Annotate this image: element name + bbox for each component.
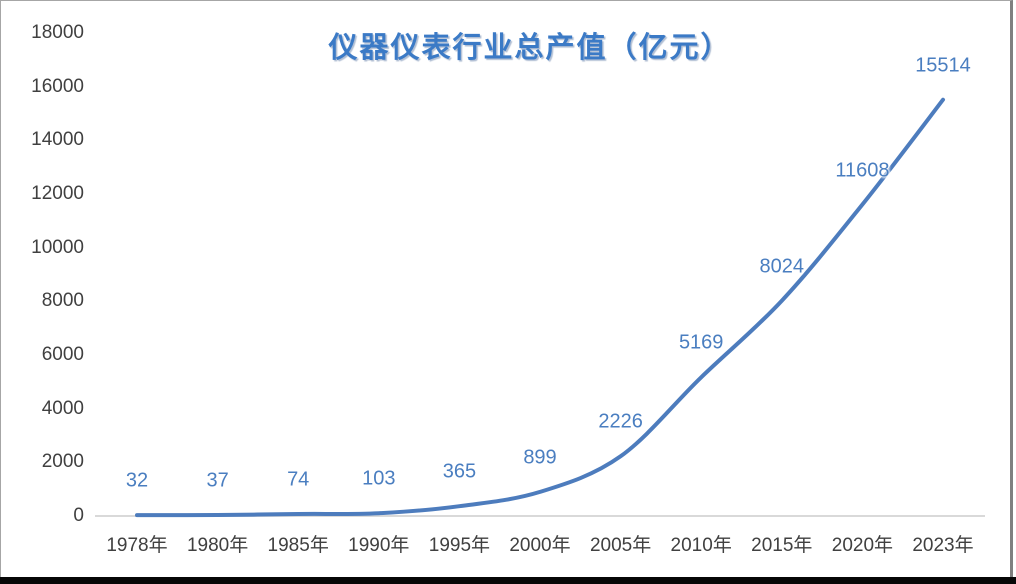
y-axis-tick-label: 18000 <box>31 22 84 43</box>
x-axis-tick-label: 2010年 <box>670 535 732 556</box>
data-label: 37 <box>206 469 229 492</box>
y-axis-tick-label: 16000 <box>31 75 84 97</box>
data-label: 32 <box>125 469 149 492</box>
x-axis-tick-label: 2005年 <box>589 535 652 556</box>
x-axis-tick-label: 1995年 <box>428 535 491 556</box>
chart-title: 仪器仪表行业总产值（亿元） <box>328 32 732 64</box>
data-label: 11608 <box>835 159 890 182</box>
y-axis-tick-label: 4000 <box>41 397 84 419</box>
x-axis-tick-label: 2023年 <box>912 535 974 556</box>
y-axis-tick-label: 6000 <box>41 344 84 365</box>
data-label: 8024 <box>759 255 805 278</box>
y-axis-tick-label: 0 <box>73 505 84 526</box>
data-label: 5169 <box>678 331 724 354</box>
x-axis-tick-label: 2015年 <box>751 535 813 556</box>
data-label: 899 <box>523 446 557 469</box>
data-label: 74 <box>287 468 310 491</box>
x-axis-tick-label: 1980年 <box>186 535 249 556</box>
x-axis-tick-label: 1990年 <box>348 535 410 556</box>
bottom-border-bar <box>0 577 1016 584</box>
x-axis-tick-label: 1978年 <box>106 535 168 556</box>
y-axis-tick-label: 14000 <box>31 129 84 151</box>
y-axis-tick-label: 12000 <box>31 183 84 204</box>
y-axis-tick-label: 10000 <box>31 236 84 258</box>
data-label: 15514 <box>915 54 971 77</box>
series-line <box>135 97 945 518</box>
x-axis-tick-label: 1985年 <box>267 535 329 556</box>
x-axis-tick-label: 2000年 <box>509 535 571 556</box>
x-axis-line <box>95 515 985 517</box>
data-label: 365 <box>442 460 477 483</box>
y-axis-tick-label: 2000 <box>41 451 84 473</box>
x-axis-tick-label: 2020年 <box>831 535 894 556</box>
data-label: 2226 <box>598 410 643 433</box>
data-label: 103 <box>362 467 396 490</box>
y-axis-tick-label: 8000 <box>41 290 84 312</box>
